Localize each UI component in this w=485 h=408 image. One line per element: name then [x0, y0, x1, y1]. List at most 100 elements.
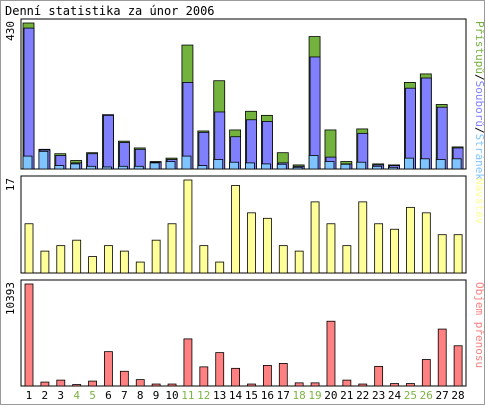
bar-objem [56, 379, 66, 387]
bar-stranek [102, 166, 112, 170]
x-tick-label: 15 [245, 389, 258, 402]
bar-objem [326, 320, 336, 387]
bar-objem [24, 283, 34, 387]
bar-objem [310, 382, 320, 387]
x-tick-label: 22 [356, 389, 369, 402]
bar-navstev [151, 239, 161, 274]
bar-objem [278, 363, 288, 387]
bar-souboru [103, 114, 114, 170]
bar-stranek [451, 158, 462, 170]
x-tick-label: 4 [73, 389, 80, 402]
bar-navstev [167, 223, 177, 274]
legend-hits: Přístupů/Souborů/Stránek [473, 21, 484, 180]
bar-stranek [276, 163, 287, 170]
bar-navstev [437, 234, 447, 274]
bar-objem [135, 379, 145, 387]
legend-traffic: Objem přenosu [473, 282, 484, 368]
bar-navstev [231, 185, 241, 274]
x-tick-label: 2 [42, 389, 49, 402]
bar-objem [453, 345, 463, 387]
bar-objem [183, 338, 193, 387]
bar-navstev [326, 223, 336, 274]
x-tick-label: 5 [89, 389, 96, 402]
bar-objem [104, 351, 113, 387]
bar-stranek [149, 162, 160, 170]
bar-objem [262, 364, 272, 387]
bar-navstev [135, 261, 145, 274]
bar-stranek [356, 161, 367, 170]
x-tick-label: 18 [293, 389, 306, 402]
bar-navstev [342, 245, 352, 274]
bar-stranek [54, 165, 65, 170]
bar-stranek [133, 165, 144, 170]
bar-stranek [165, 161, 176, 170]
x-tick-label: 19 [308, 389, 321, 402]
bar-navstev [247, 212, 256, 274]
x-tick-label: 12 [197, 389, 210, 402]
bar-objem [72, 384, 82, 387]
legend-item: Souborů [473, 81, 484, 127]
bar-objem [215, 352, 225, 387]
bar-objem [294, 382, 304, 387]
bar-stranek [70, 163, 81, 170]
x-tick-label: 13 [213, 389, 226, 402]
x-tick-label: 25 [404, 389, 417, 402]
bar-objem [167, 383, 177, 387]
bar-stranek [117, 165, 128, 170]
x-tick-label: 20 [324, 389, 337, 402]
x-tick-label: 8 [137, 389, 144, 402]
y-max-label: 10393 [4, 282, 17, 315]
bar-stranek [340, 163, 351, 170]
x-tick-label: 27 [436, 389, 449, 402]
bar-souboru [198, 131, 210, 170]
x-tick-label: 6 [105, 389, 112, 402]
bar-stranek [388, 166, 398, 170]
bar-navstev [72, 239, 82, 274]
bar-objem [88, 380, 97, 387]
x-tick-label: 23 [372, 389, 385, 402]
bar-souboru [309, 56, 321, 170]
bar-navstev [88, 256, 97, 274]
y-max-label: 17 [4, 178, 17, 191]
bar-souboru [23, 27, 35, 170]
bar-stranek [181, 155, 192, 170]
hits-panel [20, 18, 467, 170]
bar-navstev [56, 245, 66, 274]
bar-navstev [453, 234, 463, 274]
bar-navstev [294, 250, 304, 274]
bar-navstev [262, 217, 272, 274]
bar-objem [247, 383, 256, 387]
bar-stranek [435, 159, 446, 170]
bar-navstev [24, 223, 34, 274]
bar-navstev [183, 179, 193, 274]
bar-stranek [86, 165, 96, 170]
bar-objem [342, 379, 352, 387]
x-tick-label: 7 [121, 389, 128, 402]
bar-objem [40, 381, 50, 387]
x-tick-label: 9 [153, 389, 160, 402]
bar-souboru [420, 77, 432, 170]
bar-navstev [406, 206, 415, 274]
bar-navstev [40, 250, 50, 274]
x-tick-label: 26 [420, 389, 433, 402]
bar-stranek [22, 155, 33, 170]
bar-souboru [261, 121, 273, 170]
x-tick-label: 28 [451, 389, 464, 402]
x-tick-label: 21 [340, 389, 353, 402]
bar-navstev [278, 245, 288, 274]
x-tick-label: 1 [26, 389, 33, 402]
x-tick-label: 16 [261, 389, 274, 402]
bar-stranek [419, 158, 430, 170]
x-tick-label: 14 [229, 389, 243, 402]
bar-objem [151, 383, 161, 387]
bar-stranek [260, 163, 271, 170]
bar-objem [358, 383, 368, 387]
bar-navstev [199, 245, 209, 274]
bar-navstev [119, 250, 129, 274]
y-max-label: 430 [4, 21, 17, 41]
bar-souboru [405, 87, 416, 170]
bar-souboru [118, 142, 130, 170]
bar-stranek [324, 161, 335, 170]
